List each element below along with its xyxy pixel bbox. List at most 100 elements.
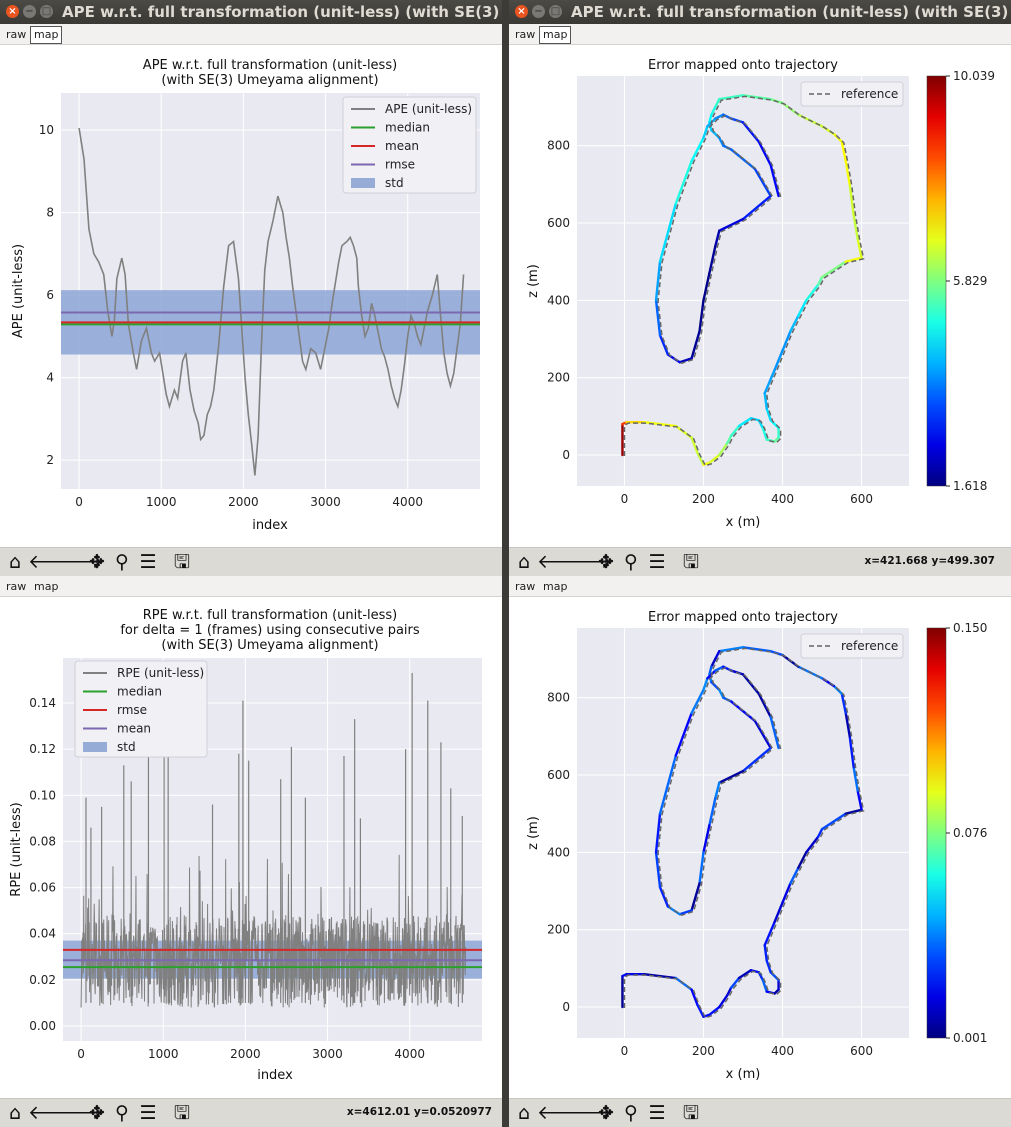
window-title: APE w.r.t. full transformation (unit-les… <box>571 3 1011 21</box>
save-icon[interactable]: 🖫 <box>173 1102 191 1124</box>
configure-icon[interactable]: ☰ <box>139 551 157 573</box>
menu-map[interactable]: map <box>34 580 59 593</box>
x-tick-label: 200 <box>692 492 715 506</box>
back-icon[interactable]: 🡐 <box>537 551 588 573</box>
zoom-icon[interactable]: ⚲ <box>115 551 129 573</box>
trajectory-segment <box>678 357 693 364</box>
y-tick-label: 0.00 <box>29 1019 56 1033</box>
save-icon[interactable]: 🖫 <box>682 551 700 573</box>
x-tick-label: 0 <box>621 1044 629 1058</box>
trajectory-segment <box>773 349 784 372</box>
zoom-icon[interactable]: ⚲ <box>624 1102 638 1124</box>
menu-map[interactable]: map <box>30 26 63 44</box>
trajectory-segment <box>820 812 847 831</box>
trajectory-segment <box>856 237 863 259</box>
pan-icon[interactable]: ✥ <box>89 1102 105 1124</box>
forward-icon[interactable]: 🡒 <box>561 1102 612 1124</box>
trajectory-segment <box>844 711 851 738</box>
x-tick-label: 4000 <box>394 1047 425 1061</box>
forward-icon[interactable]: 🡒 <box>561 551 612 573</box>
maximize-icon[interactable]: □ <box>40 5 53 18</box>
save-icon[interactable]: 🖫 <box>682 1102 700 1124</box>
figure-canvas: 0 200 400 600 0 200 400 600 800 Error mapped onto… <box>509 45 1011 547</box>
menu-raw[interactable]: raw <box>515 28 536 41</box>
x-tick-label: 1000 <box>148 1047 179 1061</box>
x-tick-label: 2000 <box>228 495 259 509</box>
ape-series-line <box>78 127 465 476</box>
configure-icon[interactable]: ☰ <box>648 551 666 573</box>
x-tick-label: 0 <box>77 1047 85 1061</box>
back-icon[interactable]: 🡐 <box>28 1102 79 1124</box>
menu-raw[interactable]: raw <box>515 580 536 593</box>
colorbar-tick-label: 0.076 <box>953 826 987 840</box>
trajectory-segment <box>654 812 662 854</box>
y-tick-label: 400 <box>547 845 570 859</box>
legend-box <box>342 96 477 194</box>
trajectory-segment <box>741 673 761 695</box>
y-axis-label: RPE (unit-less) <box>9 802 24 896</box>
home-icon[interactable]: ⌂ <box>517 551 531 573</box>
reference-path <box>657 95 865 365</box>
legend-swatch <box>83 742 107 752</box>
ape-trajectory-map[interactable]: 0 200 400 600 0 200 400 600 800 Error mapped onto… <box>509 45 1011 547</box>
home-icon[interactable]: ⌂ <box>517 1102 531 1124</box>
figure-canvas: 0 200 400 600 0 200 400 600 800 Error mapped onto… <box>509 597 1011 1098</box>
trajectory-segment <box>741 121 761 143</box>
y-tick-label: 6 <box>46 288 54 302</box>
colorbar <box>926 627 947 1039</box>
ape-chart[interactable]: 0 1000 2000 3000 4000 2 4 6 8 10 APE w.r.t. full t… <box>0 45 502 547</box>
pan-icon[interactable]: ✥ <box>89 551 105 573</box>
menu-raw[interactable]: raw <box>6 580 27 593</box>
back-icon[interactable]: 🡐 <box>28 551 79 573</box>
configure-icon[interactable]: ☰ <box>648 1102 666 1124</box>
configure-icon[interactable]: ☰ <box>139 1102 157 1124</box>
minimize-icon[interactable]: − <box>532 5 545 18</box>
close-icon[interactable]: × <box>6 5 19 18</box>
trajectory-segment <box>725 434 733 445</box>
menu-map[interactable]: map <box>539 26 572 44</box>
trajectory-segment <box>654 260 662 302</box>
trajectory-segment <box>658 333 670 356</box>
trajectory-segment <box>761 426 768 441</box>
home-icon[interactable]: ⌂ <box>8 551 22 573</box>
home-icon[interactable]: ⌂ <box>8 1102 22 1124</box>
trajectory-segment <box>856 789 863 811</box>
legend-label: median <box>117 685 162 699</box>
y-tick-label: 2 <box>46 453 54 467</box>
trajectory-segment <box>763 920 776 947</box>
menubar: raw map <box>0 576 502 597</box>
x-axis-label: index <box>257 1068 293 1083</box>
window-titlebar[interactable]: × − □ APE w.r.t. full transformation (un… <box>509 0 1011 24</box>
menu-raw[interactable]: raw <box>6 28 27 41</box>
trajectory-segment <box>714 229 721 248</box>
zoom-icon[interactable]: ⚲ <box>115 1102 129 1124</box>
legend-label: std <box>117 740 136 754</box>
window-titlebar[interactable]: × − □ APE w.r.t. full transformation (un… <box>0 0 502 24</box>
legend-box <box>74 660 208 758</box>
trajectory-segment <box>763 391 768 410</box>
legend-label: reference <box>841 87 898 101</box>
menu-map[interactable]: map <box>543 580 568 593</box>
rpe-chart[interactable]: 0 1000 2000 3000 4000 0.00 0.02 0.04 0.06 0.08 0.1… <box>0 597 502 1098</box>
x-tick-label: 3000 <box>312 1047 343 1061</box>
maximize-icon[interactable]: □ <box>549 5 562 18</box>
y-tick-label: 0 <box>562 448 570 462</box>
pan-icon[interactable]: ✥ <box>598 551 614 573</box>
rpe-trajectory-map[interactable]: 0 200 400 600 0 200 400 600 800 Error mapped onto… <box>509 597 1011 1098</box>
forward-icon[interactable]: 🡒 <box>52 551 103 573</box>
back-icon[interactable]: 🡐 <box>537 1102 588 1124</box>
trajectory-segment <box>844 256 863 263</box>
chart-title: for delta = 1 (frames) using consecutive… <box>120 623 420 638</box>
zoom-icon[interactable]: ⚲ <box>624 551 638 573</box>
save-icon[interactable]: 🖫 <box>173 551 191 573</box>
chart-title: (with SE(3) Umeyama alignment) <box>161 638 378 653</box>
forward-icon[interactable]: 🡒 <box>52 1102 103 1124</box>
colorbar-tick-label: 10.039 <box>953 69 995 83</box>
colorbar-tick-label: 0.001 <box>953 1031 987 1045</box>
trajectory-segment <box>718 994 729 1009</box>
close-icon[interactable]: × <box>515 5 528 18</box>
trajectory-segment <box>840 140 847 163</box>
minimize-icon[interactable]: − <box>23 5 36 18</box>
rpe-series-line <box>80 854 467 1008</box>
pan-icon[interactable]: ✥ <box>598 1102 614 1124</box>
